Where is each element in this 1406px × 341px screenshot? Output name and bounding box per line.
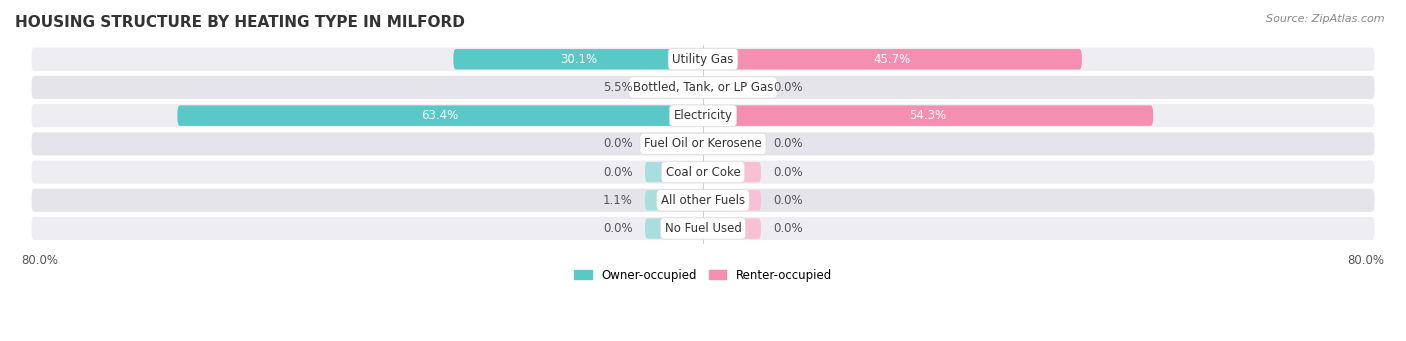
FancyBboxPatch shape bbox=[703, 105, 1153, 126]
FancyBboxPatch shape bbox=[645, 190, 703, 210]
Text: 0.0%: 0.0% bbox=[773, 137, 803, 150]
Text: 0.0%: 0.0% bbox=[773, 194, 803, 207]
FancyBboxPatch shape bbox=[31, 104, 1375, 127]
Text: 30.1%: 30.1% bbox=[560, 53, 596, 66]
FancyBboxPatch shape bbox=[703, 105, 1153, 126]
FancyBboxPatch shape bbox=[703, 134, 761, 154]
FancyBboxPatch shape bbox=[31, 48, 1375, 71]
Text: 0.0%: 0.0% bbox=[773, 166, 803, 179]
FancyBboxPatch shape bbox=[703, 162, 761, 182]
Text: All other Fuels: All other Fuels bbox=[661, 194, 745, 207]
Text: 5.5%: 5.5% bbox=[603, 81, 633, 94]
Text: 45.7%: 45.7% bbox=[873, 53, 911, 66]
FancyBboxPatch shape bbox=[703, 190, 761, 210]
FancyBboxPatch shape bbox=[658, 77, 703, 98]
Legend: Owner-occupied, Renter-occupied: Owner-occupied, Renter-occupied bbox=[569, 264, 837, 286]
FancyBboxPatch shape bbox=[454, 49, 703, 69]
Text: 0.0%: 0.0% bbox=[773, 222, 803, 235]
FancyBboxPatch shape bbox=[177, 105, 703, 126]
Text: 0.0%: 0.0% bbox=[603, 137, 633, 150]
FancyBboxPatch shape bbox=[645, 77, 703, 98]
FancyBboxPatch shape bbox=[703, 218, 761, 239]
FancyBboxPatch shape bbox=[31, 76, 1375, 99]
FancyBboxPatch shape bbox=[695, 190, 703, 210]
FancyBboxPatch shape bbox=[645, 134, 703, 154]
Text: Electricity: Electricity bbox=[673, 109, 733, 122]
FancyBboxPatch shape bbox=[177, 105, 703, 126]
FancyBboxPatch shape bbox=[454, 49, 703, 69]
Text: Utility Gas: Utility Gas bbox=[672, 53, 734, 66]
Text: Source: ZipAtlas.com: Source: ZipAtlas.com bbox=[1267, 14, 1385, 24]
Text: Bottled, Tank, or LP Gas: Bottled, Tank, or LP Gas bbox=[633, 81, 773, 94]
FancyBboxPatch shape bbox=[703, 77, 761, 98]
FancyBboxPatch shape bbox=[703, 49, 1081, 69]
Text: 54.3%: 54.3% bbox=[910, 109, 946, 122]
Text: HOUSING STRUCTURE BY HEATING TYPE IN MILFORD: HOUSING STRUCTURE BY HEATING TYPE IN MIL… bbox=[15, 15, 465, 30]
FancyBboxPatch shape bbox=[703, 49, 1081, 69]
Text: No Fuel Used: No Fuel Used bbox=[665, 222, 741, 235]
Text: Fuel Oil or Kerosene: Fuel Oil or Kerosene bbox=[644, 137, 762, 150]
FancyBboxPatch shape bbox=[645, 162, 703, 182]
FancyBboxPatch shape bbox=[31, 217, 1375, 240]
Text: 0.0%: 0.0% bbox=[603, 166, 633, 179]
Text: 0.0%: 0.0% bbox=[773, 81, 803, 94]
Text: 0.0%: 0.0% bbox=[603, 222, 633, 235]
Text: 63.4%: 63.4% bbox=[422, 109, 458, 122]
FancyBboxPatch shape bbox=[31, 161, 1375, 184]
FancyBboxPatch shape bbox=[31, 189, 1375, 212]
FancyBboxPatch shape bbox=[645, 218, 703, 239]
FancyBboxPatch shape bbox=[31, 132, 1375, 155]
Text: 1.1%: 1.1% bbox=[603, 194, 633, 207]
Text: Coal or Coke: Coal or Coke bbox=[665, 166, 741, 179]
